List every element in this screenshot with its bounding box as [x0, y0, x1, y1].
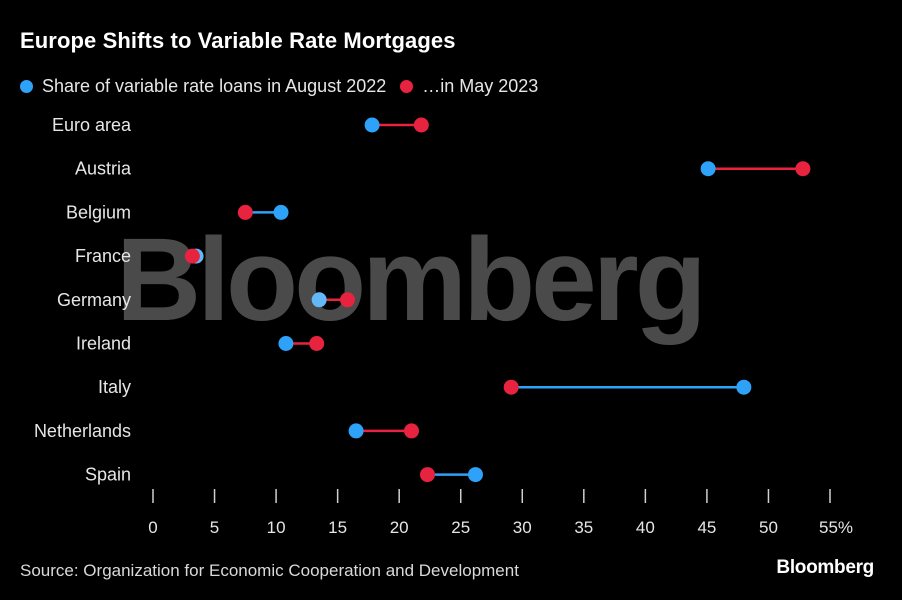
legend-swatch-may [400, 79, 414, 93]
legend-label-may: …in May 2023 [422, 75, 539, 96]
dot-may-spain [419, 467, 435, 483]
dot-may-austria [795, 161, 811, 177]
row-label-ireland: Ireland [76, 334, 131, 354]
source-note: Source: Organization for Economic Cooper… [20, 561, 519, 580]
legend-item-aug: Share of variable rate loans in August 2… [20, 76, 386, 97]
row-label-spain: Spain [85, 465, 131, 485]
x-tick-label-4: 20 [390, 518, 409, 537]
dot-may-netherlands [403, 423, 419, 439]
dot-aug-germany [311, 292, 327, 308]
x-tick-label-9: 45 [697, 518, 716, 537]
dot-aug-netherlands [348, 423, 364, 439]
legend: Share of variable rate loans in August 2… [20, 74, 552, 98]
dot-aug-belgium [273, 204, 289, 220]
x-tick-label-2: 10 [267, 518, 286, 537]
legend-swatch-aug [20, 79, 33, 93]
dot-aug-ireland [278, 336, 294, 351]
x-tick-label-10: 50 [759, 518, 778, 537]
dot-may-belgium [237, 204, 253, 220]
x-tick-label-11: 55% [819, 518, 853, 537]
row-label-germany: Germany [57, 290, 131, 310]
x-tick-label-1: 5 [210, 518, 219, 537]
x-tick-label-5: 25 [451, 518, 470, 537]
row-label-belgium: Belgium [66, 202, 131, 222]
chart-title: Europe Shifts to Variable Rate Mortgages [20, 28, 456, 53]
x-tick-label-3: 15 [328, 518, 347, 537]
legend-item-may: …in May 2023 [400, 76, 538, 97]
row-label-france: France [75, 246, 131, 266]
x-tick-label-0: 0 [148, 518, 157, 537]
x-tick-label-6: 30 [513, 518, 532, 537]
dot-may-euro-area [413, 117, 429, 133]
dot-aug-austria [700, 161, 716, 177]
dot-may-france [184, 248, 200, 264]
row-label-austria: Austria [75, 159, 132, 179]
dot-may-italy [503, 379, 519, 395]
dot-may-germany [339, 292, 355, 308]
dot-aug-spain [467, 467, 483, 483]
row-label-italy: Italy [98, 377, 131, 397]
row-label-euro-area: Euro area [52, 115, 132, 135]
dot-aug-euro-area [364, 117, 380, 133]
legend-label-aug: Share of variable rate loans in August 2… [42, 75, 387, 96]
brand-logo: Bloomberg [776, 557, 874, 578]
row-label-netherlands: Netherlands [34, 421, 131, 441]
dot-aug-italy [736, 379, 752, 395]
x-tick-label-8: 40 [636, 518, 655, 537]
dot-may-ireland [309, 336, 325, 351]
x-tick-label-7: 35 [574, 518, 593, 537]
